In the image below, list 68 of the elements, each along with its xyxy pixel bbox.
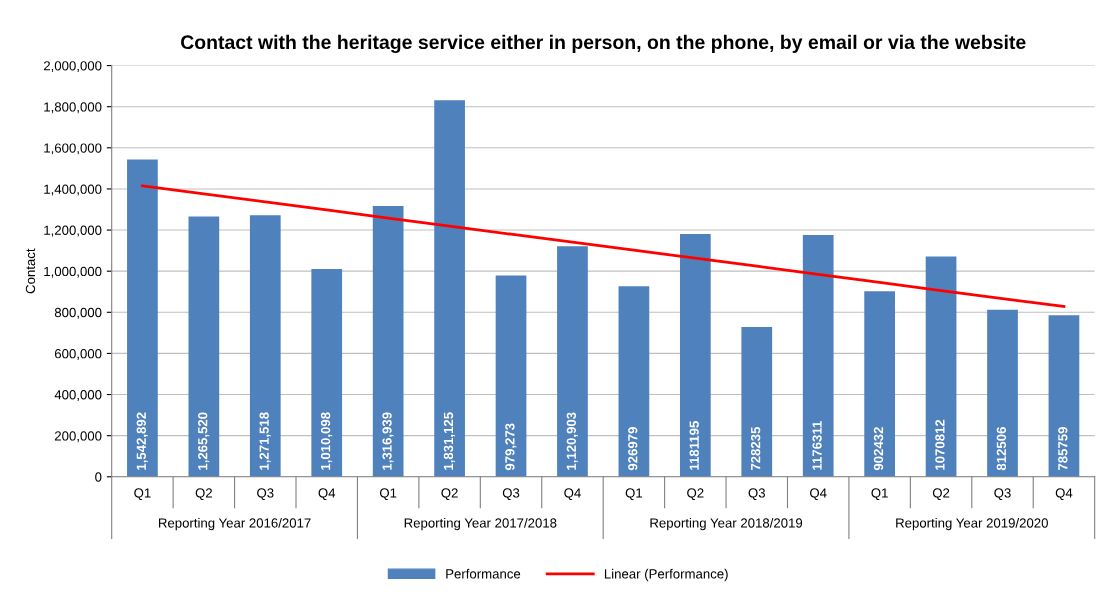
data-label: 902432: [873, 427, 884, 471]
y-tick-label: 1,600,000: [44, 143, 102, 155]
y-tick-label: 1,800,000: [44, 102, 102, 114]
bar: [188, 216, 220, 477]
text: Reporting Year 2018/2019: [650, 517, 803, 531]
x-tick-label: Q4: [810, 488, 827, 500]
bar: [249, 215, 281, 477]
data-label: 812506: [996, 427, 1007, 471]
bar: [434, 100, 465, 477]
line-series: [141, 184, 1066, 308]
x-tick-label: Q4: [564, 488, 581, 500]
legend-label: Linear (Performance): [604, 568, 728, 582]
x-tick-label: Q2: [932, 488, 950, 500]
data-label: 1,265,520: [198, 412, 210, 470]
bar: [618, 286, 650, 477]
data-label: 926979: [628, 427, 638, 471]
text: Reporting Year 2017/2018: [404, 517, 557, 531]
x-tick-label: Q2: [687, 488, 704, 500]
y-tick-label: 1,400,000: [44, 184, 102, 196]
bar: [864, 291, 895, 477]
y-tick-label: 1,000,000: [44, 266, 102, 278]
y-tick-label: 200,000: [54, 431, 102, 443]
x-tick-label: Q2: [441, 488, 458, 500]
y-tick-label: 2,000,000: [43, 61, 102, 73]
bar: [127, 159, 158, 477]
legend-label: Performance: [446, 568, 521, 579]
bar: [987, 309, 1018, 477]
data-label: 1,271,518: [259, 412, 271, 470]
x-tick-label: Q3: [994, 488, 1011, 500]
x-tick-label: Q1: [625, 488, 643, 500]
y-tick-label: 400,000: [54, 390, 102, 402]
data-label: 979,273: [505, 423, 517, 471]
x-tick-label: Q3: [257, 488, 274, 500]
data-label: 1,010,098: [320, 412, 333, 470]
data-label: 1070812: [935, 419, 945, 470]
y-axis-title: Contact: [25, 248, 36, 294]
x-tick-label: Q1: [871, 488, 888, 500]
bar: [925, 256, 957, 477]
data-label: 1181195: [689, 421, 699, 470]
y-tick-label: 0: [95, 472, 102, 482]
y-tick-label: 800,000: [54, 307, 102, 319]
y-tick-label: 1,200,000: [44, 225, 102, 237]
bar: [741, 327, 773, 477]
chart-title: Contact with the heritage service either in person, on the phone, by email or via the website: [181, 34, 1026, 54]
x-tick-label: Q3: [502, 488, 520, 500]
bar: [495, 275, 527, 477]
bar: [372, 206, 404, 477]
data-label: 1,316,939: [382, 412, 394, 470]
x-tick-label: Q4: [318, 488, 336, 500]
data-label: 1176311: [812, 421, 822, 470]
text: Reporting Year 2016/2017: [158, 517, 311, 531]
bar: [679, 233, 711, 477]
x-tick-label: Q2: [195, 488, 212, 500]
bar: [311, 269, 343, 477]
text: Reporting Year 2019/2020: [896, 517, 1048, 531]
data-label: 1,831,125: [443, 412, 456, 470]
data-label: 785759: [1058, 427, 1068, 471]
x-tick-label: Q1: [134, 488, 151, 500]
data-label: 1,120,903: [566, 412, 578, 470]
bar: [557, 246, 588, 477]
bar: [1048, 315, 1080, 477]
x-tick-label: Q4: [1055, 488, 1073, 500]
y-tick-label: 600,000: [54, 349, 102, 360]
x-tick-label: Q1: [379, 488, 397, 500]
bar: [802, 234, 834, 477]
x-tick-label: Q3: [748, 488, 765, 500]
data-label: 728235: [750, 426, 761, 471]
data-label: 1,542,892: [136, 412, 148, 470]
